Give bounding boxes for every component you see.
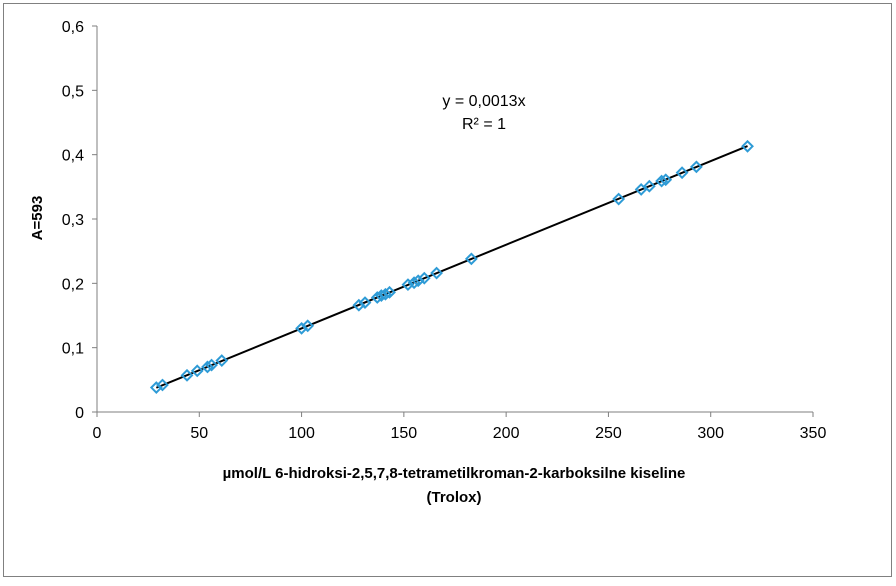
data-point-marker xyxy=(180,368,194,382)
data-point-marker xyxy=(383,285,396,299)
x-axis-title-line2: (Trolox) xyxy=(427,489,482,506)
x-tick-label: 250 xyxy=(595,425,622,442)
data-point-marker xyxy=(190,364,204,378)
trendline-r-squared: R² = 1 xyxy=(462,116,506,133)
data-point-marker xyxy=(215,354,229,367)
data-point-marker xyxy=(401,278,415,292)
plot-area: 0 50 100 150 200 250 300 350 0 0,1 0,2 0,3 0,4 0,5 0,6 xyxy=(62,19,827,442)
data-point-marker xyxy=(379,287,392,301)
data-point-marker xyxy=(201,360,214,374)
x-tick-label: 300 xyxy=(697,425,724,442)
data-point-marker xyxy=(741,139,754,153)
y-tick-label: 0,3 xyxy=(62,212,84,229)
data-point-marker xyxy=(301,319,315,333)
x-axis-title-line1: µmol/L 6-hidroksi-2,5,7,8-tetrametilkrom… xyxy=(223,465,686,482)
y-tick-label: 0,6 xyxy=(62,19,84,36)
data-point-marker xyxy=(430,266,444,280)
chart-frame xyxy=(3,3,892,577)
trendline-equation: y = 0,0013x xyxy=(442,93,525,110)
data-point-marker xyxy=(612,192,626,206)
data-point-marker xyxy=(156,378,169,392)
x-tick-label: 100 xyxy=(288,425,315,442)
data-point-marker xyxy=(205,358,218,372)
data-point-marker xyxy=(358,296,372,310)
data-point-marker xyxy=(659,173,673,187)
y-tick-label: 0,1 xyxy=(62,341,84,358)
data-point-marker xyxy=(407,276,421,290)
x-tick-label: 150 xyxy=(391,425,418,442)
x-tick-label: 50 xyxy=(190,425,208,442)
x-tick-label: 0 xyxy=(93,425,102,442)
data-point-marker xyxy=(642,179,656,193)
y-axis-title: A=593 xyxy=(29,196,46,241)
y-tick-label: 0 xyxy=(75,405,84,422)
data-point-marker xyxy=(464,252,478,266)
data-point-marker xyxy=(689,160,703,174)
data-point-marker xyxy=(417,271,431,285)
y-tick-label: 0,5 xyxy=(62,83,84,100)
y-tick-label: 0,4 xyxy=(62,148,84,165)
data-point-marker xyxy=(655,174,669,188)
x-tick-label: 200 xyxy=(493,425,520,442)
trendline xyxy=(155,145,748,389)
data-point-marker xyxy=(675,166,689,180)
x-tick-label: 350 xyxy=(800,425,827,442)
y-tick-label: 0,2 xyxy=(62,276,84,293)
